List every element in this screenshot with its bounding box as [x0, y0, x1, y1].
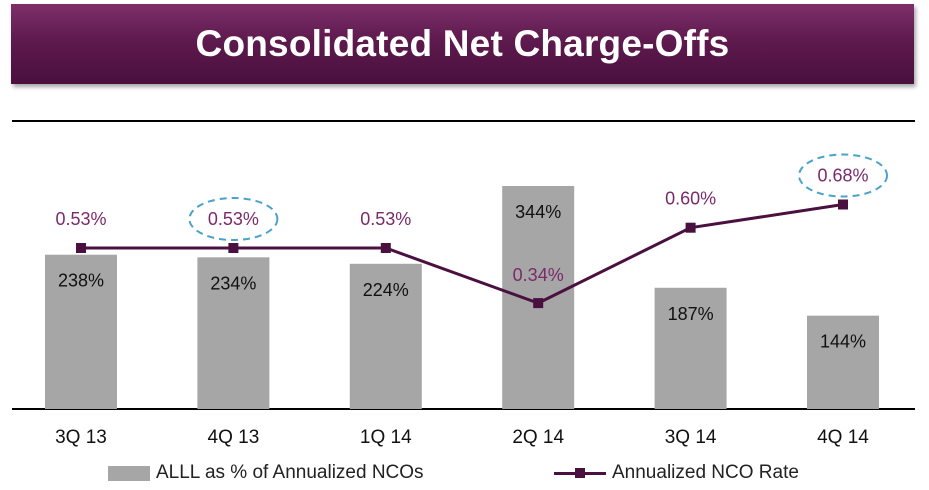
x-tick-label: 4Q 14 — [817, 427, 869, 448]
title-bar: Consolidated Net Charge-Offs — [11, 4, 914, 84]
nco-rate-point-3 — [533, 298, 544, 309]
legend-label-bars: ALLL as % of Annualized NCOs — [156, 462, 424, 483]
bar-value-label: 344% — [515, 202, 561, 222]
legend-item-bars: ALLL as % of Annualized NCOs — [108, 462, 424, 484]
nco-rate-label: 0.60% — [665, 189, 716, 209]
bar-value-label: 238% — [58, 271, 104, 291]
x-tick-label: 4Q 13 — [208, 427, 260, 448]
bar-0 — [45, 254, 117, 409]
nco-rate-label: 0.53% — [360, 209, 411, 229]
nco-rate-label: 0.68% — [817, 166, 868, 186]
nco-rate-line — [81, 203, 844, 305]
legend-swatch-line — [554, 465, 606, 481]
nco-rate-point-2 — [380, 243, 391, 253]
legend-item-line: Annualized NCO Rate — [554, 462, 799, 484]
x-tick-label: 1Q 14 — [360, 427, 412, 448]
nco-rate-label: 0.53% — [208, 209, 259, 229]
legend-swatch-bar — [108, 465, 150, 481]
bar-value-label: 224% — [363, 280, 409, 300]
page-title: Consolidated Net Charge-Offs — [195, 23, 730, 64]
legend-label-line: Annualized NCO Rate — [612, 462, 799, 483]
nco-rate-point-1 — [228, 243, 239, 253]
bar-2 — [349, 263, 422, 409]
highlight-ellipse — [798, 153, 888, 198]
bar-3 — [502, 186, 575, 409]
nco-rate-point-4 — [685, 222, 696, 233]
highlight-ellipse — [188, 197, 279, 241]
x-tick-label: 3Q 13 — [55, 427, 107, 448]
bar-value-label: 234% — [210, 273, 256, 293]
bar-4 — [654, 287, 727, 409]
x-tick-label: 3Q 14 — [665, 427, 717, 448]
x-tick-label: 2Q 14 — [512, 427, 564, 448]
nco-rate-point-5 — [838, 199, 848, 210]
nco-rate-point-0 — [76, 243, 86, 253]
nco-rate-label: 0.34% — [513, 265, 564, 285]
chart: 238% 234% 224% 344% 187% 144% 0.53% 0.53% 0.53%… — [12, 120, 915, 448]
bar-value-label: 187% — [668, 304, 714, 324]
legend: ALLL as % of Annualized NCOs Annualized … — [0, 462, 929, 488]
nco-rate-label: 0.53% — [55, 209, 106, 229]
bar-value-label: 144% — [820, 332, 866, 352]
bar-5 — [807, 315, 879, 409]
bar-1 — [197, 257, 270, 409]
